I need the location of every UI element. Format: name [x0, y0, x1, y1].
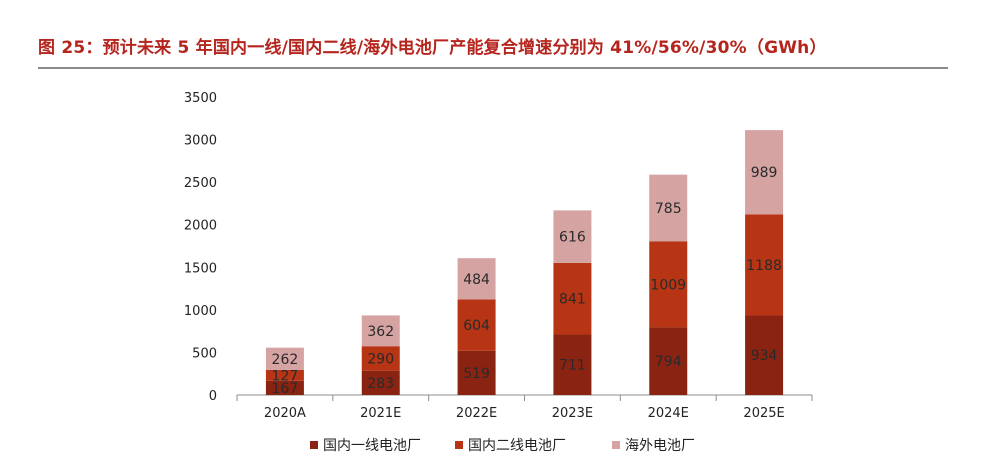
data-label: 262 — [272, 352, 299, 368]
bar-segment — [649, 241, 688, 328]
data-label: 989 — [751, 165, 778, 181]
data-label: 785 — [655, 201, 682, 217]
y-tick-label: 1500 — [184, 261, 217, 276]
bar-segment — [745, 214, 784, 316]
x-tick-label: 2024E — [648, 406, 689, 421]
data-label: 841 — [559, 292, 586, 308]
bar-segment — [361, 346, 400, 371]
data-label: 604 — [463, 318, 490, 334]
legend-label: 海外电池厂 — [625, 438, 695, 454]
bar-segment — [457, 258, 496, 300]
legend-label: 国内二线电池厂 — [468, 438, 566, 454]
y-tick-label: 500 — [192, 346, 217, 361]
bar-segment — [265, 369, 304, 381]
data-label: 519 — [463, 366, 490, 382]
data-label: 794 — [655, 354, 682, 370]
bar-segment — [265, 380, 304, 395]
y-tick-label: 2500 — [184, 176, 217, 191]
y-tick-label: 3500 — [184, 91, 217, 106]
bar-segment — [649, 174, 688, 242]
y-tick-label: 0 — [209, 389, 217, 404]
x-tick-label: 2023E — [552, 406, 593, 421]
legend-swatch — [612, 441, 620, 449]
data-label: 1188 — [746, 258, 782, 274]
y-tick-label: 1000 — [184, 304, 217, 319]
data-label: 362 — [367, 324, 394, 340]
legend-swatch — [310, 441, 318, 449]
x-tick-label: 2020A — [264, 406, 306, 421]
data-label: 711 — [559, 358, 586, 374]
bar-segment — [361, 370, 400, 395]
x-tick-label: 2021E — [360, 406, 401, 421]
data-label: 167 — [272, 381, 299, 397]
data-label: 1009 — [650, 277, 686, 293]
data-label: 484 — [463, 272, 490, 288]
legend-label: 国内一线电池厂 — [323, 438, 421, 454]
title-divider — [38, 67, 948, 69]
data-label: 127 — [272, 368, 299, 384]
bar-segment — [457, 350, 496, 395]
y-tick-label: 2000 — [184, 219, 217, 234]
bar-segment — [457, 299, 496, 351]
legend-swatch — [455, 441, 463, 449]
data-label: 283 — [367, 376, 394, 392]
data-label: 934 — [751, 348, 778, 364]
x-tick-label: 2022E — [456, 406, 497, 421]
data-label: 616 — [559, 230, 586, 246]
y-tick-label: 3000 — [184, 134, 217, 149]
bar-segment — [265, 347, 304, 370]
legend: 国内一线电池厂 国内二线电池厂 海外电池厂 — [310, 438, 695, 454]
bar-segment — [649, 327, 688, 395]
y-axis: 0 500 1000 1500 2000 2500 3000 3500 — [184, 91, 217, 404]
bar-segment — [553, 210, 592, 263]
x-axis: 2020A 2021E 2022E 2023E 2024E 2025E — [236, 394, 813, 421]
bar-segment — [553, 262, 592, 335]
bar-segment — [553, 334, 592, 395]
data-label: 290 — [367, 352, 394, 368]
figure-title: 图 25：预计未来 5 年国内一线/国内二线/海外电池厂产能复合增速分别为 41… — [38, 38, 827, 58]
bar-segment — [361, 315, 400, 347]
bar-segment — [745, 315, 784, 395]
bar-segment — [745, 130, 784, 215]
x-tick-label: 2025E — [743, 406, 784, 421]
